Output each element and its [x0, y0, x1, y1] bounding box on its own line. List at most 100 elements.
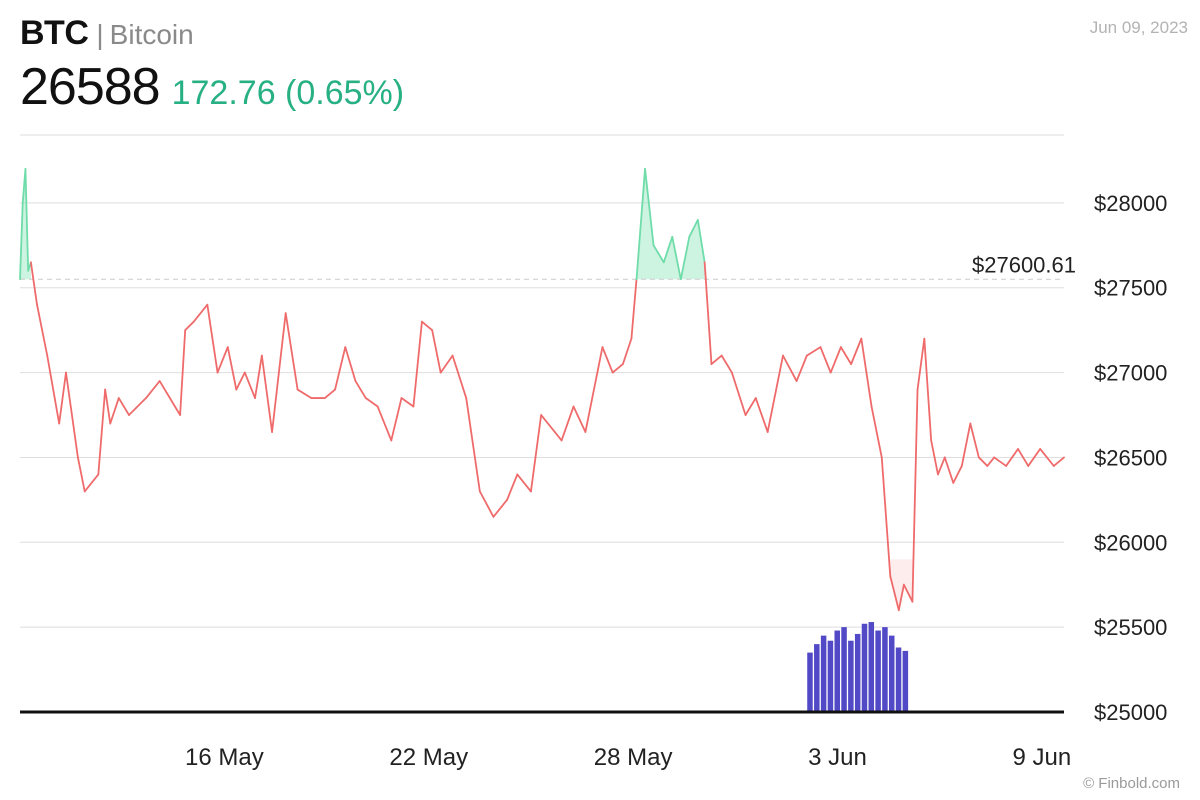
price-segment [553, 431, 563, 442]
price-segment [376, 405, 393, 442]
price-segment [1005, 448, 1019, 467]
volume-bar [848, 640, 854, 712]
price-segment [635, 168, 646, 281]
price-segment [943, 456, 955, 484]
volume-bar [868, 622, 875, 712]
price-segment [192, 303, 209, 323]
y-tick-label: $27000 [1094, 361, 1167, 386]
price-segment [819, 346, 832, 374]
price-segment [36, 303, 49, 357]
y-tick-label: $25000 [1094, 700, 1167, 725]
price-segment [58, 371, 67, 425]
volume-bar [895, 647, 902, 712]
price-segment [993, 456, 1007, 467]
price-segment [226, 346, 238, 391]
price-segment [930, 439, 939, 476]
price-segment [977, 456, 989, 467]
y-tick-label: $26500 [1094, 445, 1167, 470]
price-segment [703, 261, 713, 366]
price-segment [65, 371, 79, 459]
price-segment [662, 235, 674, 264]
price-segment [530, 414, 543, 493]
price-segment [889, 575, 900, 612]
up-fill [663, 236, 673, 280]
price-segment [897, 583, 905, 612]
price-segment [795, 354, 808, 382]
ticker-symbol: BTC [20, 14, 89, 52]
price-segment [540, 414, 556, 433]
price-segment [334, 346, 347, 391]
x-tick-label: 9 Jun [1013, 744, 1072, 771]
price-segment [969, 422, 980, 459]
price-segment [805, 346, 822, 357]
price-segment [216, 346, 229, 374]
price-segment [611, 363, 624, 374]
x-axis-ticks: 16 May 22 May 28 May 3 Jun 9 Jun [185, 744, 1071, 771]
x-tick-label: 16 May [185, 744, 264, 771]
price-segment [46, 354, 61, 425]
price-lines [19, 168, 1065, 612]
price-segment [97, 388, 107, 476]
price-segment [158, 380, 181, 416]
price-segment [644, 168, 655, 247]
price-segment [829, 346, 842, 374]
price-segment [870, 405, 883, 459]
price-segment [323, 388, 336, 399]
asset-name: Bitcoin [109, 19, 194, 50]
price-segment [1052, 456, 1065, 467]
price-segment [679, 235, 691, 281]
price-segment [421, 320, 434, 332]
price-segment [710, 354, 723, 366]
price-segment [117, 397, 130, 416]
price-segment [104, 388, 112, 425]
price-segment [271, 312, 287, 433]
price-segment [839, 346, 853, 366]
volume-bar [834, 630, 840, 712]
price-segment [937, 456, 946, 476]
price-segment [260, 354, 273, 433]
down-fill [903, 559, 913, 602]
volume-bar [875, 630, 881, 712]
price-segment [77, 456, 86, 493]
price-segment [412, 320, 423, 408]
price-segment [952, 465, 963, 484]
up-fill [645, 168, 654, 280]
price-segment [284, 312, 299, 391]
x-tick-label: 22 May [389, 744, 468, 771]
volume-bar [820, 635, 827, 712]
volume-bar [902, 650, 909, 712]
price-segment [1039, 448, 1055, 467]
price-segment [986, 456, 996, 467]
price-segment [145, 380, 161, 399]
price-segment [179, 329, 187, 416]
volume-bar [854, 633, 861, 712]
price-segment [109, 397, 120, 425]
price-segment [235, 371, 246, 391]
price-segment [1017, 448, 1030, 467]
price-segment [400, 397, 415, 408]
up-fill [689, 219, 698, 280]
price-segment [451, 354, 468, 399]
price-change: 172.76 (0.65%) [171, 74, 405, 112]
price-segment [671, 235, 682, 281]
price-segment [390, 397, 403, 442]
price-segment [128, 397, 147, 416]
price-segment [431, 329, 442, 374]
y-axis-ticks: $25000 $25500 $26000 $26500 $27000 $27500 $280… [1094, 191, 1167, 725]
price-segment [782, 354, 798, 382]
volume-bar [827, 640, 834, 712]
volume-bar [814, 644, 820, 712]
price-segment [696, 218, 706, 264]
price-segment [911, 388, 919, 603]
price-segment [478, 490, 495, 518]
price-segment [766, 354, 784, 433]
price-segment [880, 456, 892, 578]
header: BTC | Bitcoin 26588 172.76 (0.65%) [20, 14, 404, 117]
down-fill [898, 559, 904, 611]
x-tick-label: 28 May [594, 744, 673, 771]
price-segment [516, 473, 532, 493]
price-segment [652, 244, 665, 264]
price-segment [850, 337, 863, 366]
price-segment [560, 405, 575, 442]
price-segment [730, 371, 747, 416]
